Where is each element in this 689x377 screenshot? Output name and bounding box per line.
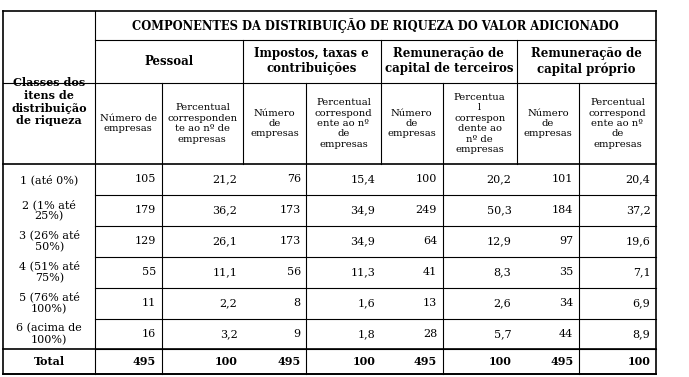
Text: 7,1: 7,1 [633,267,650,277]
Text: 26,1: 26,1 [213,236,238,246]
Text: 19,6: 19,6 [626,236,650,246]
Text: 97: 97 [559,236,573,246]
Text: 495: 495 [550,356,573,367]
Text: Remuneração de
capital próprio: Remuneração de capital próprio [531,47,642,75]
Text: 495: 495 [278,356,301,367]
Text: Pessoal: Pessoal [145,55,194,68]
Text: 4 (51% até
75%): 4 (51% até 75%) [19,261,80,284]
Text: 16: 16 [142,329,156,339]
Text: 13: 13 [423,298,437,308]
Text: 495: 495 [133,356,156,367]
Text: Percentual
corresponden
te ao nº de
empresas: Percentual corresponden te ao nº de empr… [167,103,238,144]
Text: 101: 101 [552,175,573,184]
Text: Número de
empresas: Número de empresas [100,114,157,133]
Text: 56: 56 [287,267,301,277]
Text: Número
de
empresas: Número de empresas [524,109,573,138]
Text: 100: 100 [628,356,650,367]
Text: Classes dos
itens de
distribuição
de riqueza: Classes dos itens de distribuição de riq… [12,77,87,127]
Text: 5,7: 5,7 [494,329,511,339]
Text: 36,2: 36,2 [213,205,238,215]
Text: 35: 35 [559,267,573,277]
Text: 100: 100 [415,175,437,184]
Text: 173: 173 [280,205,301,215]
Text: 100: 100 [214,356,238,367]
Text: 11,1: 11,1 [213,267,238,277]
Text: Número
de
empresas: Número de empresas [387,109,436,138]
Text: 129: 129 [135,236,156,246]
Text: 495: 495 [414,356,437,367]
Text: 20,2: 20,2 [486,175,511,184]
Text: 6 (acima de
100%): 6 (acima de 100%) [17,323,82,345]
Text: 1,6: 1,6 [358,298,375,308]
Text: 100: 100 [352,356,375,367]
Text: 249: 249 [415,205,437,215]
Text: 34: 34 [559,298,573,308]
Text: Remuneração de
capital de terceiros: Remuneração de capital de terceiros [384,47,513,75]
Text: 1 (até 0%): 1 (até 0%) [20,174,79,185]
Text: 3,2: 3,2 [220,329,238,339]
Text: 34,9: 34,9 [350,205,375,215]
Text: 44: 44 [559,329,573,339]
Text: 2,6: 2,6 [494,298,511,308]
Text: 55: 55 [142,267,156,277]
Text: 2,2: 2,2 [220,298,238,308]
Text: 50,3: 50,3 [486,205,511,215]
Text: Total: Total [34,356,65,367]
Text: 3 (26% até
50%): 3 (26% até 50%) [19,230,80,253]
Text: Percentual
correspond
ente ao nº
de
empresas: Percentual correspond ente ao nº de empr… [315,98,372,149]
Text: 184: 184 [552,205,573,215]
Text: 8,9: 8,9 [633,329,650,339]
Text: 15,4: 15,4 [350,175,375,184]
Text: 34,9: 34,9 [350,236,375,246]
Text: 173: 173 [280,236,301,246]
Text: COMPONENTES DA DISTRIBUIÇÃO DE RIQUEZA DO VALOR ADICIONADO: COMPONENTES DA DISTRIBUIÇÃO DE RIQUEZA D… [132,18,619,33]
Text: 21,2: 21,2 [213,175,238,184]
Text: 11: 11 [142,298,156,308]
Text: 20,4: 20,4 [626,175,650,184]
Text: 1,8: 1,8 [358,329,375,339]
Text: Número
de
empresas: Número de empresas [250,109,299,138]
Text: 5 (76% até
100%): 5 (76% até 100%) [19,292,80,314]
Text: 179: 179 [135,205,156,215]
Text: 41: 41 [423,267,437,277]
Text: Percentua
l
correspon
dente ao
nº de
empresas: Percentua l correspon dente ao nº de emp… [454,93,506,154]
Text: 37,2: 37,2 [626,205,650,215]
Text: Percentual
correspond
ente ao nº
de
empresas: Percentual correspond ente ao nº de empr… [588,98,646,149]
Text: 8,3: 8,3 [494,267,511,277]
Text: 6,9: 6,9 [633,298,650,308]
Text: 11,3: 11,3 [350,267,375,277]
Text: 64: 64 [423,236,437,246]
Text: 12,9: 12,9 [486,236,511,246]
Text: 105: 105 [135,175,156,184]
Text: Impostos, taxas e
contribuições: Impostos, taxas e contribuições [254,47,369,75]
Text: 2 (1% até
25%): 2 (1% até 25%) [22,199,76,222]
Text: 28: 28 [423,329,437,339]
Text: 8: 8 [294,298,301,308]
Text: 9: 9 [294,329,301,339]
Text: 100: 100 [489,356,511,367]
Text: 76: 76 [287,175,301,184]
